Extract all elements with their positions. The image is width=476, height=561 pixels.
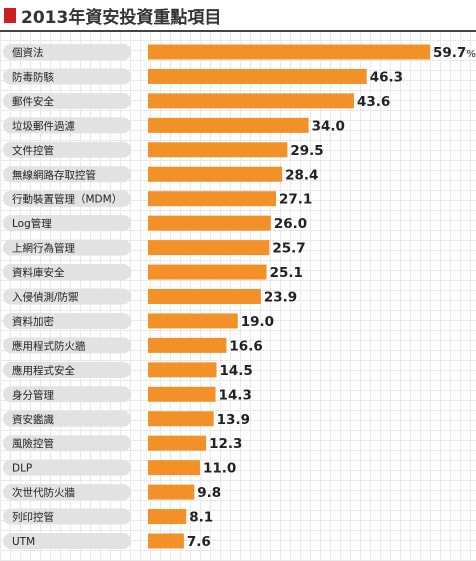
bar (148, 191, 277, 207)
bar (148, 240, 270, 256)
value-label: 46.3 (370, 69, 403, 85)
bar (148, 313, 238, 329)
category-pill (3, 312, 131, 329)
bar (148, 337, 227, 353)
category-pill (3, 459, 131, 476)
category-label: 垃圾郵件過濾 (12, 119, 75, 132)
category-pill (3, 190, 131, 207)
title-bar: 2013年資安投資重點項目 (0, 0, 476, 32)
bar (148, 411, 214, 427)
category-pill (3, 361, 131, 378)
category-pill (3, 92, 131, 109)
category-label: 郵件安全 (12, 95, 54, 108)
value-label: 23.9 (264, 290, 297, 306)
value-label: 27.1 (279, 192, 312, 208)
category-pill (3, 68, 131, 85)
chart-title: 2013年資安投資重點項目 (21, 7, 222, 28)
category-pill (3, 264, 131, 281)
category-pill (3, 508, 131, 525)
value-label: 29.5 (290, 143, 323, 159)
category-label: 文件控管 (12, 144, 54, 157)
category-label: Log管理 (12, 217, 52, 230)
value-label: 13.9 (217, 412, 250, 428)
value-label: 26.0 (274, 216, 307, 232)
value-label: 11.0 (203, 461, 236, 477)
category-label: UTM (12, 536, 35, 548)
value-label: 59.7% (433, 45, 476, 61)
value-label: 7.6 (187, 534, 211, 550)
bar (148, 93, 354, 109)
value-label: 28.4 (285, 167, 318, 183)
category-label: 應用程式防火牆 (12, 339, 86, 352)
category-label: 次世代防火牆 (12, 486, 75, 499)
value-label: 12.3 (209, 436, 242, 452)
value-label: 8.1 (189, 510, 213, 526)
category-label: 資料加密 (12, 315, 54, 328)
bar (148, 435, 207, 451)
category-label: 入侵偵測/防禦 (12, 291, 79, 304)
value-label: 19.0 (241, 314, 274, 330)
bar (148, 484, 195, 500)
category-pill (3, 239, 131, 256)
category-label: DLP (12, 463, 32, 475)
bar (148, 362, 217, 378)
category-label: 風險控管 (12, 437, 54, 450)
bar (148, 533, 184, 549)
title-marker-icon (4, 7, 16, 23)
bar (148, 44, 430, 60)
category-label: 無線網路存取控管 (12, 168, 96, 181)
value-label: 14.5 (219, 363, 252, 379)
category-label: 行動裝置管理（MDM） (12, 193, 122, 206)
category-pill (3, 386, 131, 403)
bar (148, 142, 288, 158)
category-label: 身分管理 (12, 388, 54, 401)
category-label: 資安鑑識 (12, 413, 54, 426)
bar (148, 68, 367, 84)
category-pill (3, 44, 131, 60)
category-pill (3, 410, 131, 427)
category-label: 個資法 (12, 46, 44, 59)
category-label: 列印控管 (12, 511, 54, 524)
value-label: 43.6 (357, 94, 390, 110)
bar (148, 215, 271, 231)
bar (148, 117, 309, 133)
value-label: 9.8 (197, 485, 221, 501)
category-label: 資料庫安全 (12, 266, 65, 279)
bar (148, 289, 261, 304)
bar (148, 460, 200, 476)
category-pill (3, 215, 131, 232)
category-pill (3, 484, 131, 501)
value-label: 34.0 (312, 118, 345, 134)
value-label: 25.1 (270, 265, 303, 281)
category-pill (3, 533, 131, 549)
bar (148, 386, 216, 402)
category-pill (3, 288, 131, 305)
category-label: 應用程式安全 (12, 364, 75, 377)
category-label: 防毒防駭 (12, 70, 54, 83)
category-pill (3, 435, 131, 452)
value-label: 14.3 (219, 387, 252, 403)
category-pill (3, 166, 131, 183)
unit-label: % (466, 49, 476, 60)
category-label: 上網行為管理 (12, 242, 75, 255)
bar (148, 509, 187, 525)
value-label: 25.7 (272, 241, 305, 257)
category-pill (3, 117, 131, 134)
category-pill (3, 141, 131, 158)
bar (148, 166, 283, 182)
bar (148, 264, 267, 280)
category-pill (3, 337, 131, 354)
value-label: 16.6 (229, 338, 262, 354)
